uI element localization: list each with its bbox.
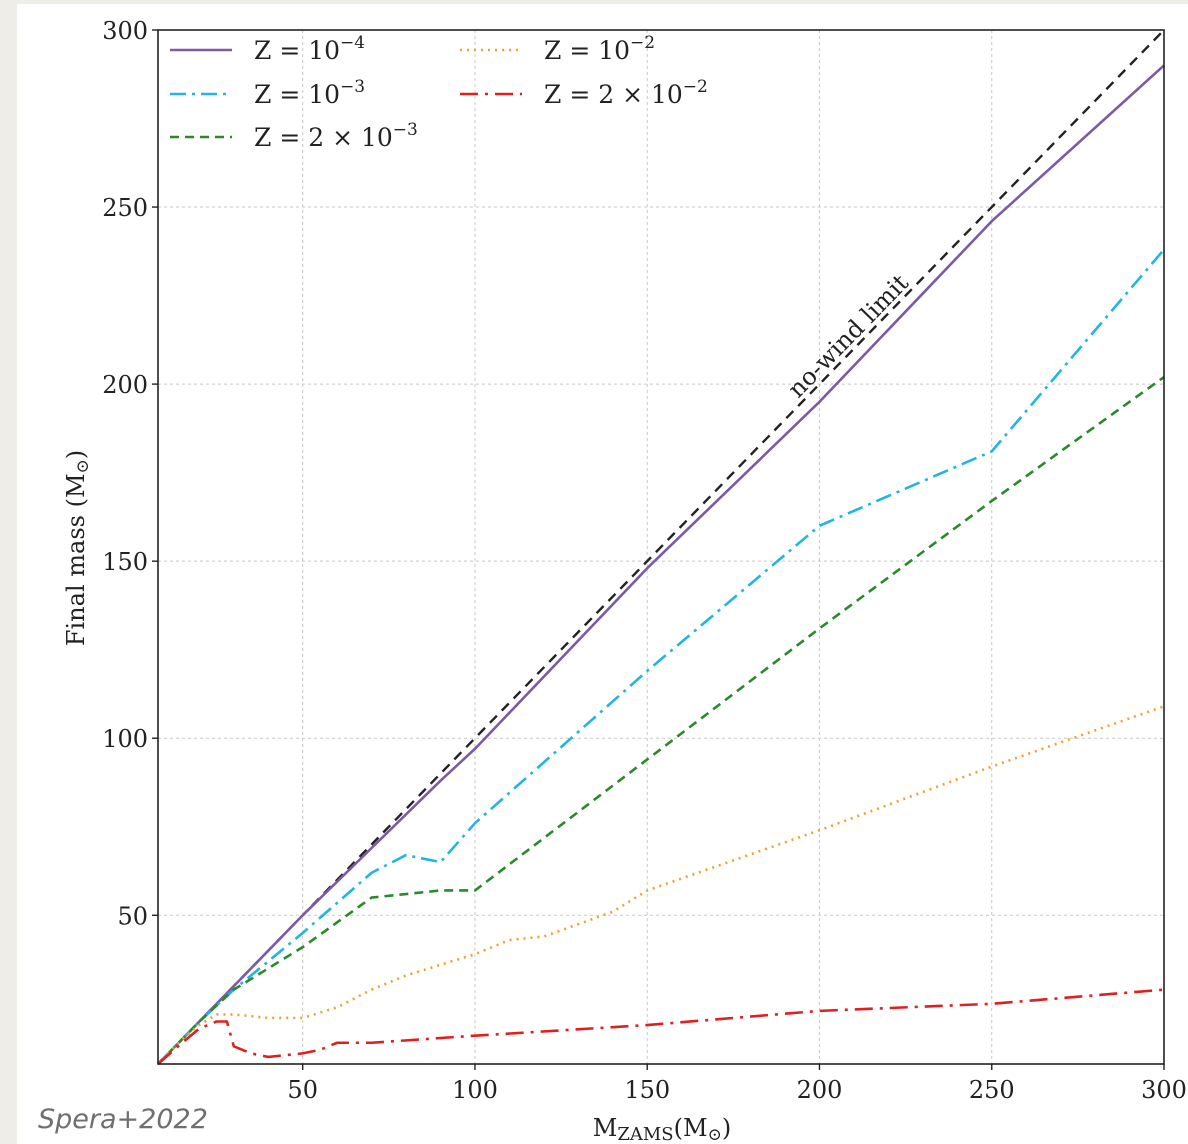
- x-tick-label-3: 200: [797, 1076, 843, 1104]
- x-tick-label-4: 250: [969, 1076, 1015, 1104]
- left-border: [0, 0, 17, 1144]
- y-tick-label-2: 150: [102, 548, 148, 576]
- series-layer: [157, 64, 1165, 1065]
- series-line-0: [157, 64, 1165, 1065]
- x-axis-label-main: M: [593, 1114, 618, 1142]
- top-border: [0, 0, 1188, 4]
- y-axis-label: Final mass (M⊙): [62, 450, 93, 646]
- legend-label-1: Z = 10−3: [254, 77, 365, 109]
- legend-label-2: Z = 2 × 10−3: [254, 120, 418, 152]
- y-axis-label-main: Final mass (M: [62, 473, 90, 646]
- plot-area-frame: [157, 29, 1165, 1065]
- legend-label-4: Z = 2 × 10−2: [544, 77, 708, 109]
- x-tick-label-5: 300: [1141, 1076, 1187, 1104]
- x-axis-label-close: ): [722, 1114, 731, 1142]
- legend-label-base-1: Z = 10: [254, 80, 340, 109]
- legend-label-3: Z = 10−2: [544, 33, 655, 65]
- x-axis-label-sun: ⊙: [708, 1125, 722, 1144]
- y-tick-label-3: 200: [102, 371, 148, 399]
- legend-label-base-3: Z = 10: [544, 36, 630, 65]
- series-line-4: [157, 988, 1165, 1065]
- legend-label-exp-3: −2: [630, 33, 655, 53]
- credit-label: Spera+2022: [38, 1104, 208, 1135]
- legend-label-exp-4: −2: [683, 77, 708, 97]
- x-axis-label: MZAMS(M⊙): [593, 1114, 731, 1144]
- x-axis-label-unit: (M: [674, 1114, 708, 1142]
- legend-label-exp-2: −3: [393, 120, 418, 140]
- legend-label-exp-0: −4: [340, 33, 365, 53]
- y-tick-label-4: 250: [102, 194, 148, 222]
- x-axis-label-sub: ZAMS: [617, 1124, 673, 1144]
- x-tick-label-2: 150: [624, 1076, 670, 1104]
- series-line-3: [157, 705, 1165, 1065]
- y-tick-label-0: 50: [117, 902, 148, 930]
- x-tick-label-1: 100: [452, 1076, 498, 1104]
- legend-label-0: Z = 10−4: [254, 33, 365, 65]
- ticks: 50 100 150 200 250 300 50 100 150 200 250 300: [102, 17, 1187, 1104]
- series-line-2: [157, 375, 1165, 1065]
- legend-label-base-0: Z = 10: [254, 36, 340, 65]
- no-wind-limit-annotation: no-wind limit: [782, 269, 914, 404]
- legend-label-base-4: Z = 2 × 10: [544, 80, 683, 109]
- legend: Z = 10−4Z = 10−3Z = 2 × 10−3Z = 10−2Z = …: [170, 33, 708, 152]
- x-tick-label-0: 50: [287, 1076, 318, 1104]
- y-tick-label-5: 300: [102, 17, 148, 45]
- y-axis-label-close: ): [62, 450, 90, 459]
- legend-label-exp-1: −3: [340, 77, 365, 97]
- legend-label-base-2: Z = 2 × 10: [254, 123, 393, 152]
- y-axis-label-sun: ⊙: [73, 459, 93, 473]
- y-tick-label-1: 100: [102, 725, 148, 753]
